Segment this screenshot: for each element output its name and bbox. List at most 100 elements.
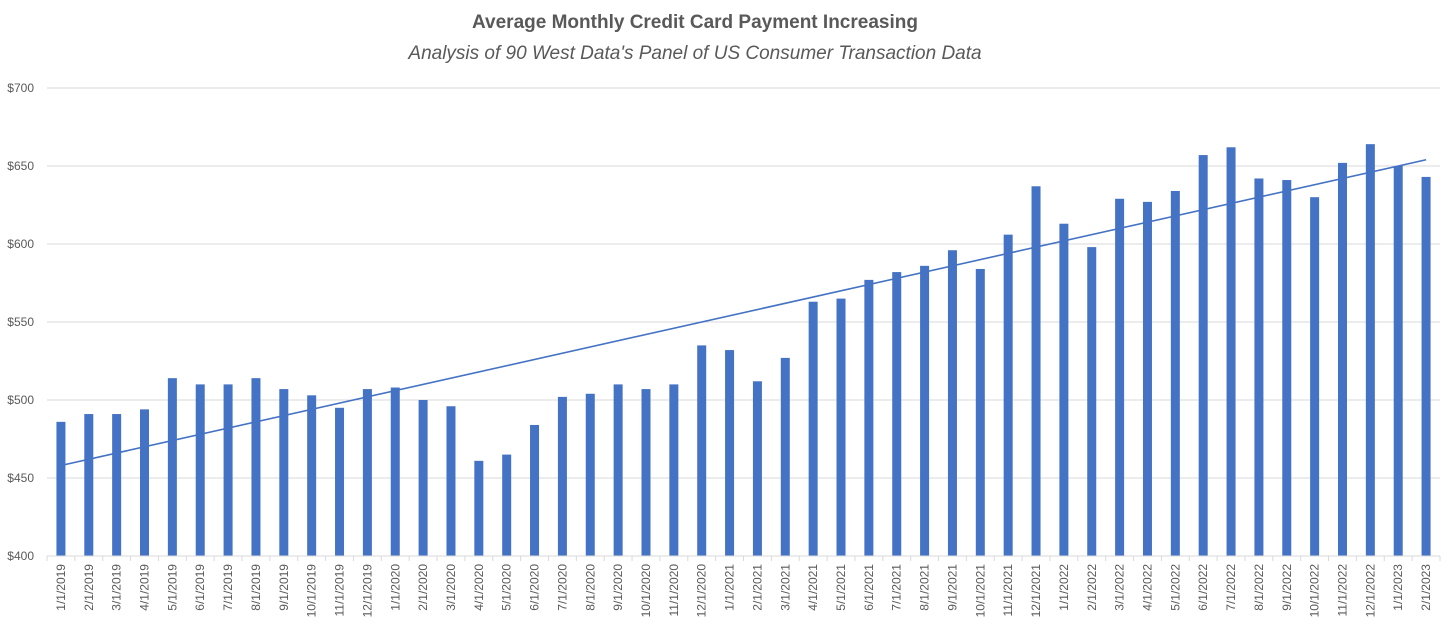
y-axis-tick-labels: $400 $450 $500 $550 $600 $650 $700 xyxy=(7,81,34,563)
bar xyxy=(892,272,902,556)
bar xyxy=(84,414,94,556)
bar xyxy=(279,389,289,556)
bar xyxy=(808,301,818,556)
bar xyxy=(697,345,707,556)
x-tick-label: 9/1/2022 xyxy=(1280,564,1294,611)
x-tick-label: 5/1/2020 xyxy=(500,564,514,611)
x-tick-label: 9/1/2019 xyxy=(277,564,291,611)
bar xyxy=(418,400,428,556)
x-tick-label: 2/1/2020 xyxy=(416,564,430,611)
bar xyxy=(1059,223,1069,556)
bar xyxy=(307,395,317,556)
y-tick-label: $600 xyxy=(7,237,34,251)
bar xyxy=(446,406,456,556)
bar xyxy=(641,389,651,556)
bar xyxy=(585,393,595,556)
x-tick-label: 8/1/2021 xyxy=(918,564,932,611)
bar xyxy=(557,396,567,556)
bar xyxy=(251,378,261,556)
bar xyxy=(947,250,957,557)
bar xyxy=(1254,178,1264,557)
x-tick-label: 8/1/2022 xyxy=(1252,564,1266,611)
x-tick-label: 7/1/2022 xyxy=(1224,564,1238,611)
x-tick-label: 9/1/2021 xyxy=(945,564,959,611)
x-tick-label: 1/1/2023 xyxy=(1391,564,1405,611)
y-tick-label: $700 xyxy=(7,81,34,95)
bar xyxy=(1087,247,1097,556)
x-tick-label: 11/1/2022 xyxy=(1335,564,1349,617)
bar xyxy=(362,389,372,556)
x-tick-label: 3/1/2019 xyxy=(110,564,124,611)
x-tick-label: 2/1/2021 xyxy=(750,564,764,611)
x-tick-label: 5/1/2019 xyxy=(165,564,179,611)
bar xyxy=(975,268,985,556)
bar xyxy=(502,454,512,556)
x-tick-label: 7/1/2021 xyxy=(890,564,904,611)
gridlines xyxy=(47,87,1440,479)
bar xyxy=(530,424,540,556)
bar xyxy=(752,381,762,556)
x-tick-label: 3/1/2022 xyxy=(1113,564,1127,611)
x-tick-label: 6/1/2021 xyxy=(862,564,876,611)
x-tick-label: 3/1/2021 xyxy=(778,564,792,611)
bar xyxy=(140,409,150,556)
x-tick-label: 8/1/2020 xyxy=(583,564,597,611)
bars xyxy=(56,144,1431,557)
x-tick-label: 3/1/2020 xyxy=(444,564,458,611)
bar xyxy=(669,384,679,556)
bar xyxy=(167,378,177,556)
x-tick-label: 2/1/2019 xyxy=(82,564,96,611)
bar xyxy=(195,384,205,556)
bar xyxy=(725,350,735,556)
chart-subtitle: Analysis of 90 West Data's Panel of US C… xyxy=(408,43,982,64)
x-tick-label: 11/1/2020 xyxy=(667,564,681,617)
x-tick-label: 4/1/2022 xyxy=(1140,564,1154,611)
x-tick-label: 10/1/2020 xyxy=(639,564,653,618)
bar xyxy=(864,279,874,556)
bar xyxy=(1003,234,1013,556)
bar xyxy=(1226,147,1236,556)
bar xyxy=(1421,176,1431,557)
x-tick-label: 8/1/2019 xyxy=(249,564,263,611)
x-tick-label: 7/1/2020 xyxy=(555,564,569,611)
x-tick-label: 6/1/2019 xyxy=(193,564,207,611)
bar xyxy=(1282,180,1292,557)
x-tick-label: 10/1/2022 xyxy=(1308,564,1322,618)
x-tick-label: 4/1/2020 xyxy=(472,564,486,611)
y-tick-label: $550 xyxy=(7,315,34,329)
bar xyxy=(1142,201,1152,556)
x-tick-label: 12/1/2019 xyxy=(360,564,374,618)
x-tick-label: 2/1/2022 xyxy=(1085,564,1099,611)
y-tick-label: $450 xyxy=(7,471,34,485)
bar xyxy=(920,265,930,556)
x-tick-label: 4/1/2019 xyxy=(138,564,152,611)
trendline-group xyxy=(60,158,1427,467)
bar xyxy=(1393,166,1403,556)
x-tick-label: 5/1/2022 xyxy=(1168,564,1182,611)
bar xyxy=(1337,162,1347,556)
y-tick-label: $400 xyxy=(7,549,34,563)
x-tick-label: 5/1/2021 xyxy=(834,564,848,611)
x-tick-label: 10/1/2021 xyxy=(973,564,987,618)
y-tick-label: $500 xyxy=(7,393,34,407)
bar xyxy=(836,298,846,556)
x-tick-label: 12/1/2021 xyxy=(1029,564,1043,618)
bar xyxy=(112,414,122,556)
bar xyxy=(223,384,233,556)
x-tick-label: 9/1/2020 xyxy=(611,564,625,611)
bar xyxy=(390,387,400,556)
x-tick-label: 10/1/2019 xyxy=(305,564,319,618)
bar xyxy=(1115,198,1125,556)
x-tick-label: 11/1/2021 xyxy=(1001,564,1015,617)
y-tick-label: $650 xyxy=(7,159,34,173)
bar xyxy=(474,460,484,556)
x-tick-label: 1/1/2022 xyxy=(1057,564,1071,611)
x-tick-label: 1/1/2019 xyxy=(54,564,68,611)
bar xyxy=(1170,190,1180,556)
x-tick-label: 1/1/2021 xyxy=(723,564,737,611)
bar xyxy=(1031,186,1041,556)
x-axis-tick-labels: 1/1/2019 2/1/2019 3/1/2019 4/1/2019 5/1/2019… xyxy=(54,564,1433,618)
bar xyxy=(613,384,623,556)
